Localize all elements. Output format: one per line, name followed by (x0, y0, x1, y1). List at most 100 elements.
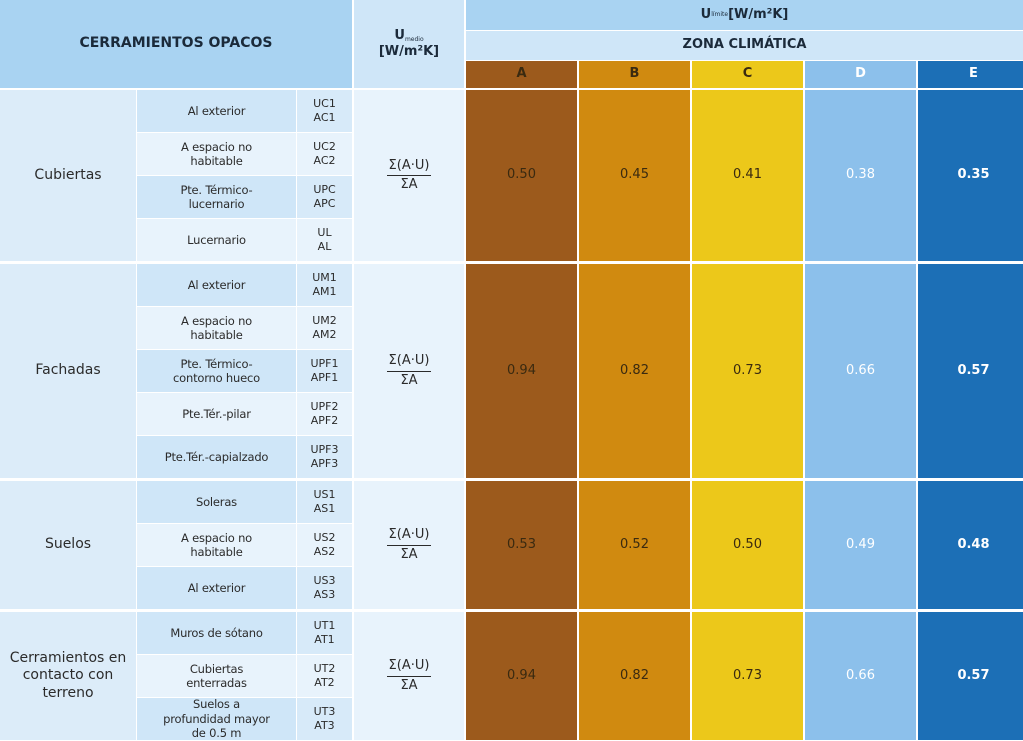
formula-cerramientos: Σ(A·U) ΣA (354, 612, 464, 740)
code: US3 (313, 574, 336, 588)
subrow-label: A espacio no habitable (137, 133, 296, 175)
subrow-codes: UL AL (297, 219, 352, 261)
value-cerramientos-b: 0.82 (579, 612, 690, 740)
code: UPC (313, 183, 336, 197)
subrow-label: Pte. Térmico-contorno hueco (137, 350, 296, 392)
value-cubiertas-a: 0.50 (466, 90, 577, 261)
code: UT1 (313, 619, 336, 633)
subrow-label: Pte.Tér.-pilar (137, 393, 296, 435)
subrow-codes: UPF3 APF3 (297, 436, 352, 478)
subrow-label: Cubiertas enterradas (137, 655, 296, 697)
subrow-codes: UM2 AM2 (297, 307, 352, 349)
value-suelos-c: 0.50 (692, 481, 803, 609)
code: UT3 (313, 705, 336, 719)
code: AM2 (312, 328, 337, 341)
code: AT3 (314, 719, 335, 732)
header-zona-climatica: ZONA CLIMÁTICA (466, 31, 1023, 60)
value-cubiertas-e: 0.35 (918, 90, 1023, 261)
formula-denominator: ΣA (400, 546, 418, 562)
code: UM2 (312, 314, 337, 328)
formula-suelos: Σ(A·U) ΣA (354, 481, 464, 609)
value-cubiertas-b: 0.45 (579, 90, 690, 261)
subrow-codes: UPF2 APF2 (297, 393, 352, 435)
value-fachadas-e: 0.57 (918, 264, 1023, 478)
umedio-unit: [W/m²K] (378, 44, 440, 59)
subrow-label: Soleras (137, 481, 296, 523)
subrow-label: Al exterior (137, 90, 296, 132)
code: US1 (313, 488, 336, 502)
subrow-codes: UC1 AC1 (297, 90, 352, 132)
code: AS3 (313, 588, 336, 601)
value-fachadas-a: 0.94 (466, 264, 577, 478)
subrow-codes: UT2 AT2 (297, 655, 352, 697)
zone-header-a: A (466, 61, 577, 88)
code: APF1 (310, 371, 339, 384)
subrow-label: Al exterior (137, 264, 296, 306)
code: AS2 (313, 545, 336, 558)
code: UPF1 (310, 357, 339, 371)
value-suelos-a: 0.53 (466, 481, 577, 609)
formula-numerator: Σ(A·U) (386, 158, 432, 176)
formula-fachadas: Σ(A·U) ΣA (354, 264, 464, 478)
subrow-codes: US2 AS2 (297, 524, 352, 566)
value-cerramientos-e: 0.57 (918, 612, 1023, 740)
code: UPF2 (310, 400, 339, 414)
code: APC (313, 197, 336, 210)
subrow-label: A espacio no habitable (137, 524, 296, 566)
formula-denominator: ΣA (400, 677, 418, 693)
formula-denominator: ΣA (400, 372, 418, 388)
umedio-symbol: Umedio (394, 27, 424, 43)
value-cerramientos-d: 0.66 (805, 612, 916, 740)
code: UC1 (313, 97, 336, 111)
formula-numerator: Σ(A·U) (386, 658, 432, 677)
zone-header-b: B (579, 61, 690, 88)
group-cubiertas: Cubiertas (0, 90, 136, 261)
subrow-label: A espacio no habitable (137, 307, 296, 349)
subrow-codes: UPF1 APF1 (297, 350, 352, 392)
code: AL (317, 240, 332, 253)
code: UPF3 (310, 443, 339, 457)
subrow-label: Muros de sótano (137, 612, 296, 654)
value-fachadas-c: 0.73 (692, 264, 803, 478)
subrow-codes: UT1 AT1 (297, 612, 352, 654)
code: AT2 (314, 676, 335, 689)
value-suelos-d: 0.49 (805, 481, 916, 609)
value-cubiertas-d: 0.38 (805, 90, 916, 261)
subrow-label: Suelos a profundidad mayor de 0.5 m (137, 697, 296, 740)
group-suelos: Suelos (0, 481, 136, 609)
code: AM1 (312, 285, 337, 298)
header-opacos: CERRAMIENTOS OPACOS (0, 0, 352, 88)
code: APF3 (310, 457, 339, 470)
code: APF2 (310, 414, 339, 427)
code: US2 (313, 531, 336, 545)
subrow-codes: US1 AS1 (297, 481, 352, 523)
code: AT1 (314, 633, 335, 646)
subrow-label: Lucernario (137, 219, 296, 261)
formula-denominator: ΣA (400, 177, 418, 192)
zone-header-e: E (918, 61, 1023, 88)
code: UT2 (313, 662, 336, 676)
group-fachadas: Fachadas (0, 264, 136, 478)
subrow-codes: UC2 AC2 (297, 133, 352, 175)
code: UC2 (313, 140, 336, 154)
subrow-codes: UPC APC (297, 176, 352, 218)
code: UL (317, 226, 332, 240)
formula-numerator: Σ(A·U) (386, 353, 432, 372)
subrow-label: Al exterior (137, 567, 296, 609)
value-fachadas-b: 0.82 (579, 264, 690, 478)
group-cerramientos: Cerramientos en contacto con terreno (0, 612, 136, 740)
subrow-label: Pte. Térmico-lucernario (137, 176, 296, 218)
subrow-codes: UT3 AT3 (297, 698, 352, 740)
zone-header-c: C (692, 61, 803, 88)
code: AC2 (313, 154, 336, 167)
code: AC1 (313, 111, 336, 124)
value-cerramientos-a: 0.94 (466, 612, 577, 740)
code: AS1 (313, 502, 336, 515)
zone-header-d: D (805, 61, 916, 88)
value-suelos-e: 0.48 (918, 481, 1023, 609)
value-cerramientos-c: 0.73 (692, 612, 803, 740)
header-umedio: Umedio [W/m²K] (354, 0, 464, 88)
subrow-codes: US3 AS3 (297, 567, 352, 609)
